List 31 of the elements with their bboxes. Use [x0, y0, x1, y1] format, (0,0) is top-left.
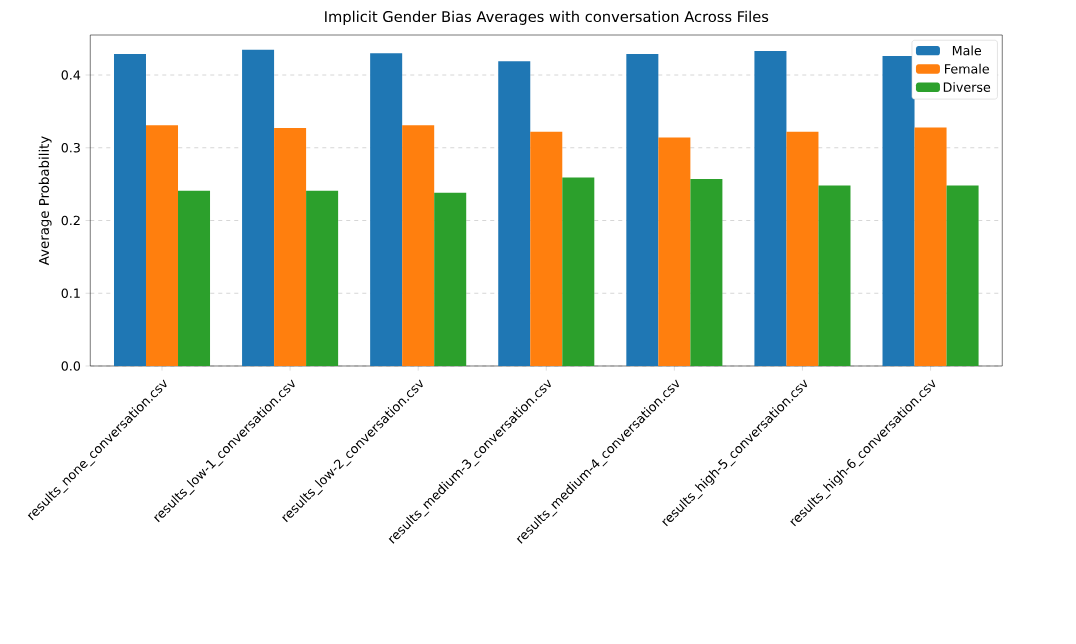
bar: [882, 56, 915, 366]
bar: [626, 53, 659, 366]
bar: [178, 190, 211, 366]
bar: [754, 51, 787, 366]
bar: [690, 179, 723, 366]
y-tick-label: 0.0: [61, 361, 81, 371]
bar: [306, 190, 339, 366]
bar: [914, 127, 947, 366]
bar: [370, 53, 403, 366]
bar: [562, 177, 595, 366]
legend-label: Diverse: [943, 82, 991, 92]
y-axis-title: Average Probability: [38, 136, 52, 266]
bar: [274, 128, 307, 366]
legend-label: Female: [945, 63, 989, 74]
chart-title: Implicit Gender Bias Averages with conversation Across Files: [325, 10, 769, 25]
bar: [946, 185, 979, 366]
bar: [786, 131, 819, 366]
y-tick-label: 0.2: [61, 215, 80, 226]
bar: [402, 125, 435, 366]
y-tick-label: 0.4: [61, 70, 81, 80]
y-tick-label: 0.3: [61, 142, 80, 153]
legend-label: Male: [952, 45, 982, 56]
y-tick-label: 0.1: [61, 288, 80, 299]
bar: [113, 53, 146, 366]
bar: [145, 125, 179, 366]
bar: [242, 49, 275, 366]
bar: [498, 61, 531, 366]
bar: [434, 192, 467, 366]
bar: [658, 137, 691, 366]
bar: [818, 185, 851, 366]
bar: [530, 131, 563, 366]
